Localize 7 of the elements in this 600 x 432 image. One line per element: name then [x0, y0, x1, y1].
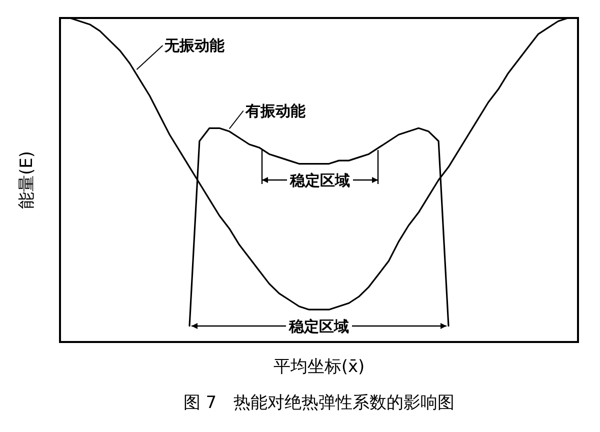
x-axis-title: 平均坐标(x̄)	[273, 357, 365, 377]
text: 无振动能	[164, 36, 226, 55]
y-axis-title: 能量(E)	[16, 150, 37, 210]
legend-label: 有振动能	[244, 102, 306, 120]
annotation: 稳定区域	[289, 171, 350, 190]
annotation: 稳定区域	[288, 317, 349, 336]
text: 图 7 热能对绝热弹性系数的影响图	[183, 393, 455, 413]
